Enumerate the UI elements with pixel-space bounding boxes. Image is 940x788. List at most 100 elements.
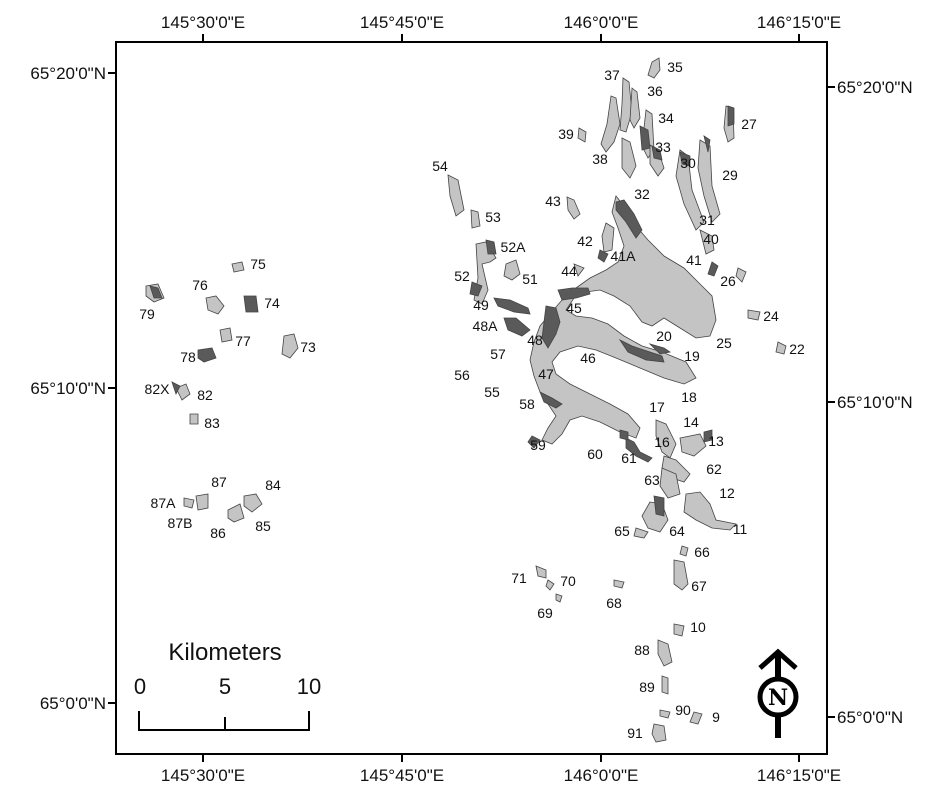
glacier-outline: [183, 497, 195, 509]
glacier-outline-dark: [539, 391, 563, 409]
graticule-ticks: [108, 34, 835, 762]
glacier-label-82x: 82X: [145, 381, 171, 397]
glacier-outline-dark: [639, 125, 651, 151]
glacier-label-52a: 52A: [501, 239, 527, 255]
glacier-outline: [621, 137, 637, 179]
glacier-label-43: 43: [545, 193, 561, 209]
coord-left-1: 65°20'0"N: [30, 64, 106, 83]
glacier-outline: [555, 593, 563, 603]
map-frame: [115, 41, 828, 755]
scale-tick-label-0: 0: [134, 674, 146, 699]
glacier-label-77: 77: [235, 333, 251, 349]
glacier-label-17: 17: [649, 399, 665, 415]
glacier-label-78: 78: [180, 349, 196, 365]
glacier-label-68: 68: [606, 595, 622, 611]
glacier-outline: [651, 723, 667, 743]
glacier-outline-dark: [197, 347, 217, 363]
glacier-outline-dark: [171, 381, 181, 396]
glacier-outline-dark: [648, 343, 672, 355]
glacier-label-20: 20: [656, 328, 672, 344]
glacier-label-84: 84: [265, 477, 281, 493]
glacier-label-9: 9: [712, 709, 720, 725]
glacier-outline: [545, 579, 555, 591]
glacier-label-58: 58: [519, 396, 535, 412]
glacier-outline: [661, 675, 669, 695]
glacier-outline: [529, 195, 717, 445]
glacier-outline: [447, 174, 465, 217]
glacier-label-47: 47: [538, 366, 554, 382]
glacier-label-87a: 87A: [151, 495, 177, 511]
glacier-outline-dark: [149, 285, 163, 299]
glacier-outline: [619, 77, 633, 133]
glacier-labels: 35 37 36 34 27 39 38 33 30 29 54 32 43 53 31 42 40 52A 41A…: [139, 59, 805, 741]
glacier-label-49: 49: [473, 297, 489, 313]
coord-left-3: 65°0'0"N: [40, 694, 106, 713]
scale-tick-label-5: 5: [219, 674, 231, 699]
glacier-outline: [697, 139, 721, 223]
glacier-outline-dark: [619, 429, 629, 441]
glacier-outline: [647, 57, 661, 79]
glacier-outline: [629, 87, 641, 129]
glacier-label-67: 67: [691, 578, 707, 594]
glacier-outline: [659, 709, 671, 719]
glacier-outline: [231, 261, 245, 273]
glacier-label-60: 60: [587, 446, 603, 462]
glacier-outline-dark: [653, 495, 665, 517]
glacier-label-27: 27: [741, 116, 757, 132]
glacier-label-85: 85: [255, 518, 271, 534]
glacier-outline: [535, 565, 547, 579]
glacier-label-30: 30: [680, 155, 696, 171]
glacier-outline: [566, 196, 581, 220]
glacier-label-35: 35: [667, 59, 683, 75]
north-arrow-circle: [757, 676, 799, 718]
glacier-label-42: 42: [577, 233, 593, 249]
glacier-outline: [613, 579, 625, 589]
glacier-outline: [195, 493, 209, 511]
glacier-label-59: 59: [530, 437, 546, 453]
glacier-label-88: 88: [634, 642, 650, 658]
glacier-outline-dark: [615, 199, 643, 239]
glacier-label-91: 91: [627, 725, 643, 741]
glacier-outline-dark: [493, 297, 531, 315]
glacier-outline: [735, 267, 747, 283]
glacier-outline: [775, 341, 787, 355]
glacier-outline: [683, 491, 737, 531]
glacier-label-83: 83: [204, 415, 220, 431]
glacier-outline: [747, 309, 761, 321]
glacier-label-71: 71: [511, 570, 527, 586]
glacier-outline-dark: [703, 135, 711, 153]
glacier-label-29: 29: [722, 167, 738, 183]
glacier-outline: [679, 545, 689, 557]
glacier-label-11: 11: [733, 521, 748, 537]
glacier-label-32: 32: [634, 186, 650, 202]
glacier-label-34: 34: [658, 110, 674, 126]
glacier-outline-dark: [597, 249, 609, 263]
coord-bottom-2: 145°45'0"E: [360, 766, 444, 785]
glacier-label-36: 36: [647, 83, 663, 99]
scale-tick-label-10: 10: [297, 674, 321, 699]
coord-right-1: 65°20'0"N: [837, 78, 913, 97]
glacier-outline-dark: [527, 435, 541, 449]
glacier-outline-dark: [707, 261, 719, 277]
glacier-label-13: 13: [708, 433, 724, 449]
glacier-outline: [601, 222, 615, 253]
glacier-label-82: 82: [197, 387, 213, 403]
glacier-outline: [673, 623, 685, 637]
glacier-label-25: 25: [716, 335, 732, 351]
glacier-label-40: 40: [703, 231, 719, 247]
glacier-label-69: 69: [537, 605, 553, 621]
glacier-label-70: 70: [560, 573, 576, 589]
glacier-outline-dark: [541, 305, 561, 349]
coord-top-3: 146°0'0"E: [564, 13, 639, 32]
glacier-label-76: 76: [192, 277, 208, 293]
glacier-outline: [503, 259, 521, 281]
glacier-outline: [699, 229, 715, 255]
glacier-outline-dark: [679, 151, 691, 167]
glacier-label-41: 41: [686, 252, 702, 268]
scale-bar: Kilometers 0 5 10: [134, 639, 321, 731]
glacier-outline: [205, 295, 225, 315]
coord-top-1: 145°30'0"E: [161, 13, 245, 32]
scale-bar-title: Kilometers: [168, 639, 281, 666]
glacier-label-16: 16: [654, 434, 670, 450]
glacier-label-10: 10: [690, 619, 706, 635]
